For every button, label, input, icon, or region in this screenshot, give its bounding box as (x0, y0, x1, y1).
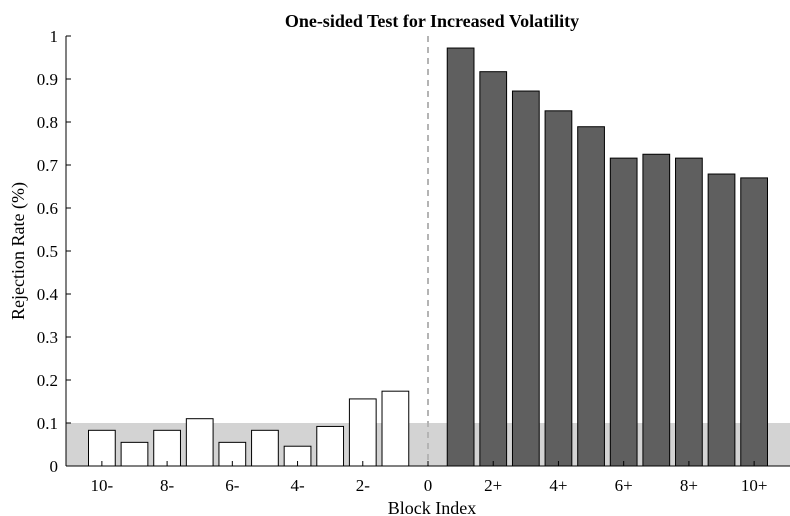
bar (479, 71, 508, 467)
bar (707, 173, 736, 467)
y-tick-label: 0.6 (37, 199, 58, 218)
bar (511, 90, 540, 467)
bar (740, 177, 768, 467)
bar (381, 390, 410, 467)
y-tick-label: 0.2 (37, 371, 58, 390)
x-tick-label: 0 (424, 476, 433, 495)
y-tick-label: 0.3 (37, 328, 58, 347)
bar (609, 157, 638, 467)
y-tick-label: 0 (50, 457, 59, 476)
y-tick-label: 0.4 (37, 285, 59, 304)
x-tick-label: 10+ (741, 476, 768, 495)
x-tick-label: 4+ (549, 476, 567, 495)
y-axis-label: Rejection Rate (%) (8, 182, 29, 320)
bar (446, 47, 475, 467)
bar (642, 153, 671, 467)
chart-title: One-sided Test for Increased Volatility (285, 11, 579, 31)
bar (185, 418, 214, 467)
y-tick-label: 0.5 (37, 242, 58, 261)
bar (544, 110, 573, 467)
x-tick-label: 8+ (680, 476, 698, 495)
x-tick-label: 6+ (615, 476, 633, 495)
bar (88, 429, 116, 467)
x-tick-label: 4- (290, 476, 305, 495)
y-tick-label: 1 (50, 27, 59, 46)
x-tick-label: 6- (225, 476, 240, 495)
x-ticks-group: 10- 8- 6- 4- 2- 0 2+ 4+ 6+ 8+ 10+ (91, 461, 768, 495)
x-tick-label: 2- (356, 476, 371, 495)
y-ticks-group: 0 0.1 0.2 0.3 0.4 0.5 0.6 0.7 0.8 0.9 1 (37, 27, 71, 476)
bar (577, 126, 605, 467)
bar (675, 157, 703, 467)
x-tick-label: 2+ (484, 476, 502, 495)
y-tick-label: 0.7 (37, 156, 59, 175)
y-tick-label: 0.1 (37, 414, 58, 433)
bar (153, 429, 181, 467)
bar (348, 398, 377, 467)
x-axis-label: Block Index (388, 498, 476, 516)
bars-group (88, 47, 768, 467)
bar (251, 429, 279, 467)
bar (120, 441, 149, 467)
bar (316, 425, 345, 467)
x-tick-label: 10- (91, 476, 114, 495)
y-tick-label: 0.9 (37, 70, 58, 89)
x-tick-label: 8- (160, 476, 175, 495)
y-tick-label: 0.8 (37, 113, 58, 132)
